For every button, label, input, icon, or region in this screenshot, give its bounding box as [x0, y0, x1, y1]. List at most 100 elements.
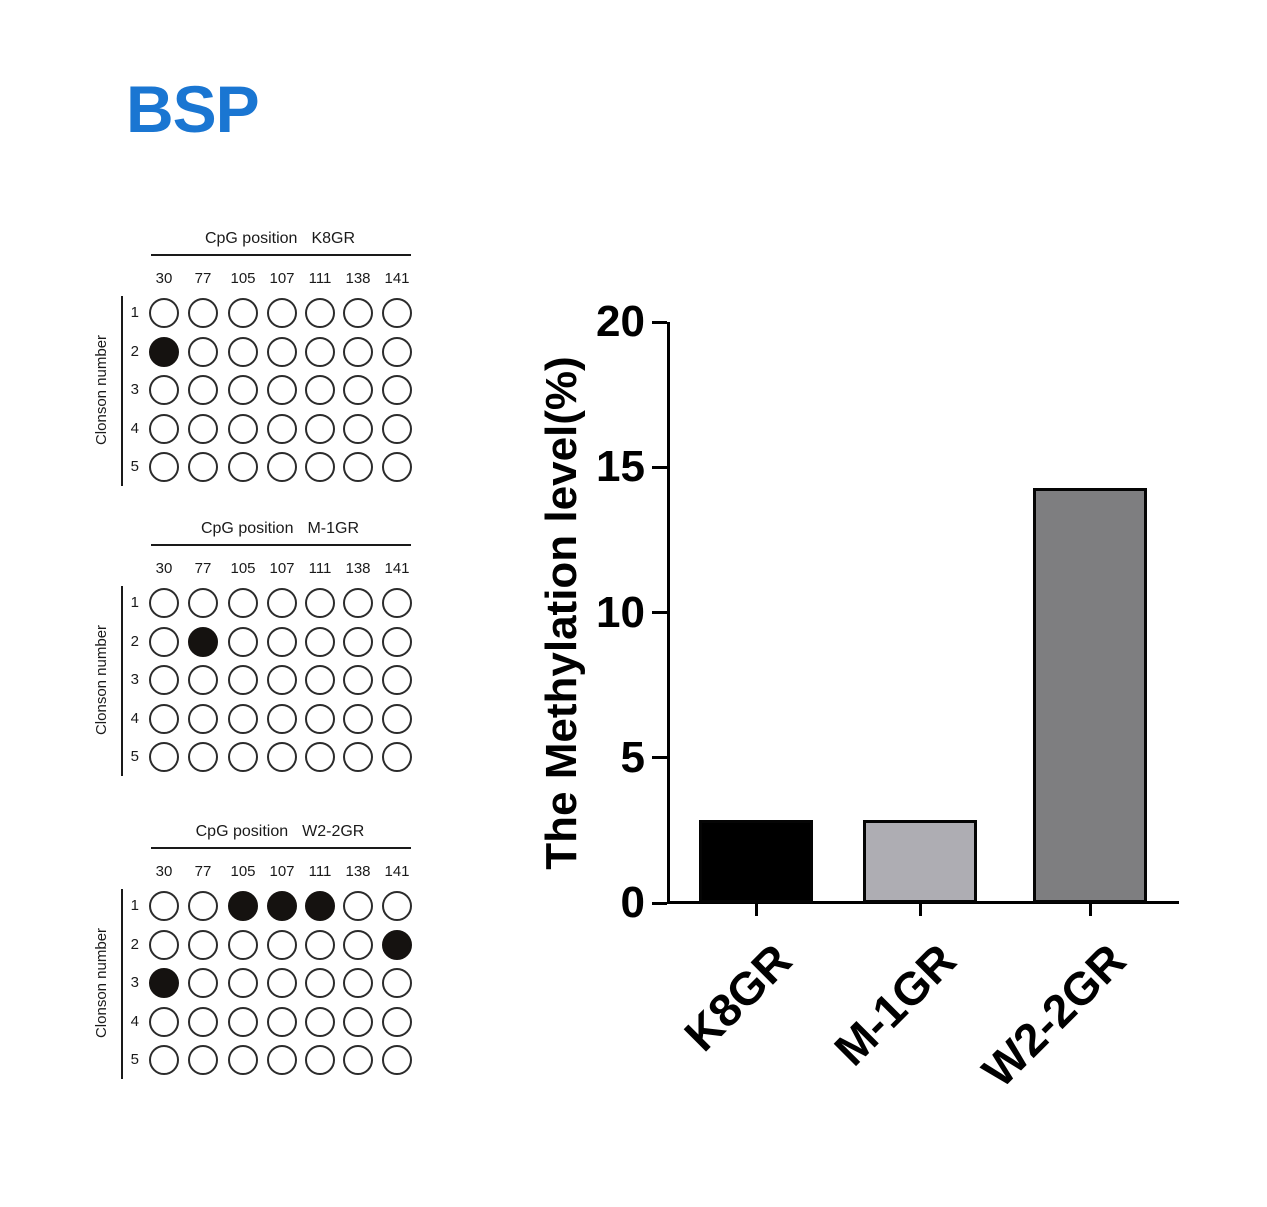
clone-number-label: 3 [130, 974, 139, 991]
clone-number-label: 3 [130, 671, 139, 688]
unmethylated-cpg-circle [305, 929, 335, 960]
clone-number-label: 4 [130, 709, 139, 727]
clone-number-label: 4 [130, 1012, 139, 1030]
cpg-diagram-M-1GR: CpG position M-1GR 30 77 105 107 111 138 141 Clon… [85, 520, 445, 792]
x-axis-tick [1088, 904, 1092, 916]
clone-number-label: 5 [130, 458, 139, 475]
unmethylated-cpg-circle [267, 703, 297, 734]
bar-M-1GR [863, 819, 977, 903]
cpg-position-label: 111 [308, 863, 332, 880]
figure-title: BSP [126, 72, 260, 146]
unmethylated-cpg-circle [343, 929, 373, 960]
unmethylated-cpg-circle [305, 742, 335, 772]
y-axis-tick [652, 901, 667, 905]
cpg-position-label: 105 [230, 270, 256, 287]
clone-number-label: 2 [130, 342, 139, 360]
clone-number-label: 2 [130, 935, 139, 953]
unmethylated-cpg-circle [267, 298, 297, 328]
cpg-position-label: 111 [308, 270, 332, 287]
y-axis-tick [652, 611, 667, 614]
clone-number-label: 3 [130, 381, 139, 398]
cpg-position-label: 105 [230, 863, 256, 880]
unmethylated-cpg-circle [149, 1006, 179, 1037]
methylated-cpg-circle [267, 891, 297, 921]
unmethylated-cpg-circle [149, 626, 179, 657]
cpg-position-label: 77 [194, 270, 212, 287]
unmethylated-cpg-circle [188, 452, 218, 482]
unmethylated-cpg-circle [149, 703, 179, 734]
y-axis-tick-label: 10 [596, 587, 645, 637]
cpg-position-label: 30 [155, 863, 173, 880]
title-underline [151, 544, 411, 546]
unmethylated-cpg-circle [228, 626, 258, 657]
unmethylated-cpg-circle [382, 665, 412, 695]
unmethylated-cpg-circle [188, 665, 218, 695]
unmethylated-cpg-circle [343, 336, 373, 367]
unmethylated-cpg-circle [343, 703, 373, 734]
unmethylated-cpg-circle [188, 298, 218, 328]
unmethylated-cpg-circle [188, 1006, 218, 1037]
unmethylated-cpg-circle [188, 413, 218, 444]
unmethylated-cpg-circle [188, 891, 218, 921]
unmethylated-cpg-circle [149, 929, 179, 960]
unmethylated-cpg-circle [305, 375, 335, 405]
unmethylated-cpg-circle [188, 929, 218, 960]
clone-number-label: 4 [130, 419, 139, 437]
clone-number-axis-label: Clonson number [93, 334, 110, 446]
unmethylated-cpg-circle [228, 1006, 258, 1037]
clone-axis-line [121, 586, 123, 776]
cpg-group-name: M-1GR [307, 520, 360, 537]
unmethylated-cpg-circle [188, 703, 218, 734]
unmethylated-cpg-circle [343, 968, 373, 998]
bar-W2-2GR [1033, 487, 1147, 903]
unmethylated-cpg-circle [382, 375, 412, 405]
unmethylated-cpg-circle [305, 626, 335, 657]
title-underline [151, 254, 411, 256]
unmethylated-cpg-circle [382, 336, 412, 367]
clone-number-label: 5 [130, 748, 139, 765]
unmethylated-cpg-circle [267, 742, 297, 772]
unmethylated-cpg-circle [382, 1045, 412, 1075]
y-axis-tick [652, 465, 667, 469]
unmethylated-cpg-circle [267, 1045, 297, 1075]
unmethylated-cpg-circle [382, 452, 412, 482]
unmethylated-cpg-circle [343, 742, 373, 772]
unmethylated-cpg-circle [343, 375, 373, 405]
unmethylated-cpg-circle [267, 626, 297, 657]
unmethylated-cpg-circle [305, 298, 335, 328]
unmethylated-cpg-circle [228, 336, 258, 367]
unmethylated-cpg-circle [305, 665, 335, 695]
bar-K8GR [699, 819, 813, 903]
unmethylated-cpg-circle [149, 588, 179, 618]
cpg-diagram-title: CpG position W2-2GR [135, 823, 425, 843]
y-axis-tick-label: 0 [620, 878, 645, 927]
unmethylated-cpg-circle [228, 703, 258, 734]
unmethylated-cpg-circle [382, 298, 412, 328]
cpg-position-label: 77 [194, 560, 212, 577]
x-axis-category-label: W2-2GR [972, 933, 1136, 1097]
unmethylated-cpg-circle [149, 665, 179, 695]
unmethylated-cpg-circle [305, 336, 335, 367]
cpg-diagram-W2-2GR: CpG position W2-2GR 30 77 105 107 111 138 141 Clo… [85, 823, 445, 1095]
x-axis-tick [754, 904, 758, 916]
unmethylated-cpg-circle [267, 929, 297, 960]
unmethylated-cpg-circle [228, 413, 258, 444]
title-underline [151, 847, 411, 849]
clone-number-axis-label: Clonson number [93, 624, 110, 736]
unmethylated-cpg-circle [267, 452, 297, 482]
unmethylated-cpg-circle [188, 742, 218, 772]
methylated-cpg-circle [382, 929, 412, 960]
unmethylated-cpg-circle [343, 891, 373, 921]
unmethylated-cpg-circle [343, 626, 373, 657]
unmethylated-cpg-circle [228, 1045, 258, 1075]
cpg-position-label: 107 [269, 863, 295, 880]
cpg-position-label: 105 [230, 560, 256, 577]
x-axis-category-label: K8GR [674, 933, 802, 1061]
unmethylated-cpg-circle [228, 298, 258, 328]
cpg-position-label: 138 [345, 863, 371, 880]
clone-number-label: 1 [130, 594, 139, 611]
methylated-cpg-circle [305, 891, 335, 921]
unmethylated-cpg-circle [343, 1006, 373, 1037]
unmethylated-cpg-circle [305, 703, 335, 734]
